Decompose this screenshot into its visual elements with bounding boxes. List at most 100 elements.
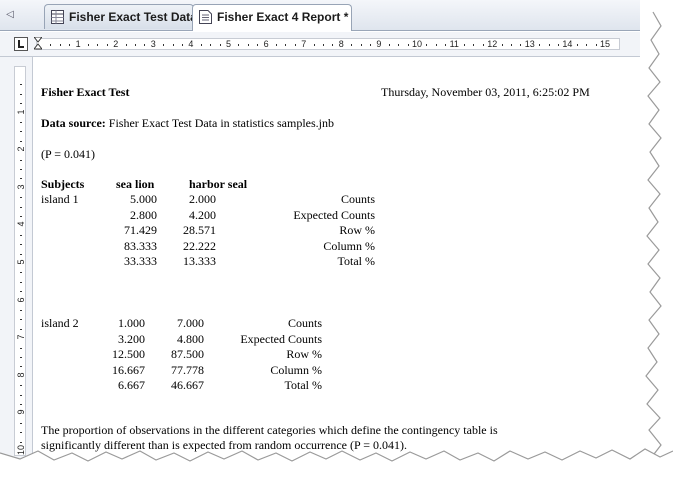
group1-value-a: 33.333: [124, 254, 157, 268]
ruler-tick: [445, 44, 447, 46]
ruler-tick: [276, 44, 277, 46]
ruler-number: 10: [412, 39, 423, 49]
ruler-tick: [539, 44, 541, 46]
group2-value-a: 1.000: [118, 316, 145, 330]
ruler-number: 14: [562, 39, 573, 49]
ruler-number: 7: [301, 39, 307, 49]
ruler-tick: [586, 44, 588, 46]
ruler-number: 5: [16, 259, 26, 265]
group1-value-b: 13.333: [183, 254, 216, 268]
header-sea-lion: sea lion: [116, 177, 155, 191]
group1-row-label: Total %: [337, 254, 375, 268]
group2-value-b: 46.667: [171, 378, 204, 392]
tab-fisher-exact-test-data[interactable]: Fisher Exact Test Data: [44, 4, 197, 29]
group2-value-a: 16.667: [112, 362, 145, 377]
ruler-tick: [20, 272, 22, 274]
ruler-tick: [398, 44, 400, 46]
group1-name: island 1: [41, 192, 79, 206]
ruler-tick: [20, 84, 22, 86]
ruler-tick: [294, 44, 296, 46]
ruler-tick: [20, 122, 22, 123]
group2-value-b: 77.778: [171, 362, 204, 377]
ruler-tick: [50, 44, 52, 46]
ruler-tick: [20, 244, 22, 246]
ruler-tick: [20, 169, 22, 170]
ruler-tick: [210, 44, 212, 46]
document-tab-bar: ◁ Fisher Exact Test Data Fisher Exact 4 …: [0, 0, 640, 31]
ruler-tick: [144, 44, 146, 46]
group2-value-b: 7.000: [177, 316, 204, 330]
tab-fisher-exact-4-report[interactable]: Fisher Exact 4 Report *: [192, 4, 352, 31]
horizontal-ruler-scale[interactable]: 1 2 3 4 5 6 7 8 9 10 11 12 13 14 15: [36, 38, 620, 50]
ruler-tick: [313, 44, 315, 46]
ruler-tick: [370, 44, 371, 46]
group2-name: island 2: [41, 316, 79, 330]
tab-scroll-left-icon[interactable]: ◁: [6, 9, 14, 20]
ruler-tick: [435, 44, 437, 46]
group1-row-label: Column %: [323, 238, 375, 253]
vertical-ruler-scale[interactable]: 1 2 3 4 5 6 7 8 9 10: [14, 66, 26, 456]
ruler-tick: [238, 44, 240, 46]
ruler-tick: [20, 432, 22, 434]
group2-value-b: 4.800: [177, 331, 204, 346]
group2-row-label: Counts: [287, 316, 322, 330]
tab-stop-selector-icon[interactable]: [14, 37, 28, 51]
ruler-tick: [20, 216, 22, 217]
ruler-tick: [20, 441, 22, 443]
ruler-tick: [69, 44, 71, 46]
data-source-value: Fisher Exact Test Data in statistics sam…: [108, 116, 334, 130]
ruler-tick: [20, 206, 22, 208]
p-value: (P = 0.041): [41, 147, 95, 161]
ruler-tick: [482, 44, 484, 46]
ruler-tick: [20, 131, 22, 133]
ruler-tick: [20, 366, 22, 368]
ruler-tick: [163, 44, 165, 46]
ruler-tick: [20, 357, 22, 358]
ruler-tick: [20, 253, 22, 255]
ruler-tick: [200, 44, 202, 46]
ruler-tick: [360, 44, 362, 46]
ruler-tick: [257, 44, 259, 46]
ruler-number: 5: [226, 39, 232, 49]
ruler-tick: [501, 44, 503, 46]
ruler-tick: [106, 44, 108, 46]
ruler-tick: [59, 44, 61, 46]
ruler-number: 6: [263, 39, 269, 49]
ruler-tick: [20, 140, 22, 142]
ruler-tick: [20, 385, 22, 387]
ruler-number: 11: [449, 39, 459, 49]
worksheet-icon: [51, 10, 64, 24]
group1-value-a: 71.429: [124, 223, 157, 237]
ruler-tick: [20, 404, 22, 405]
ruler-tick: [172, 44, 174, 46]
group2-value-a: 6.667: [118, 378, 145, 392]
ruler-tick: [135, 44, 136, 46]
indent-marker-icon[interactable]: [34, 37, 42, 50]
group2-value-a: 12.500: [112, 347, 145, 361]
ruler-tick: [407, 44, 409, 46]
report-timestamp: Thursday, November 03, 2011, 6:25:02 PM: [381, 85, 590, 99]
group1-value-b: 4.200: [189, 207, 216, 222]
ruler-tick: [558, 44, 559, 46]
ruler-tick: [88, 44, 89, 46]
ruler-tick: [511, 44, 512, 46]
ruler-tick: [20, 347, 22, 349]
ruler-number: 7: [16, 334, 26, 340]
ruler-tick: [473, 44, 475, 46]
ruler-tick: [20, 159, 22, 161]
ruler-tick: [20, 178, 22, 180]
ruler-number: 9: [376, 39, 382, 49]
conclusion-line-1: The proportion of observations in the di…: [41, 423, 498, 437]
conclusion-line-2: significantly different than is expected…: [41, 438, 407, 452]
ruler-tick: [595, 44, 597, 46]
ruler-number: 2: [16, 146, 26, 152]
ruler-number: 4: [16, 221, 26, 227]
ruler-tick: [388, 44, 390, 46]
group2-row-label: Column %: [270, 362, 322, 377]
ruler-tick: [125, 44, 127, 46]
group1-value-b: 2.000: [189, 192, 216, 206]
group1-value-a: 83.333: [124, 238, 157, 253]
ruler-number: 4: [188, 39, 194, 49]
group1-row-label: Counts: [340, 192, 375, 206]
group1-value-b: 22.222: [183, 238, 216, 253]
